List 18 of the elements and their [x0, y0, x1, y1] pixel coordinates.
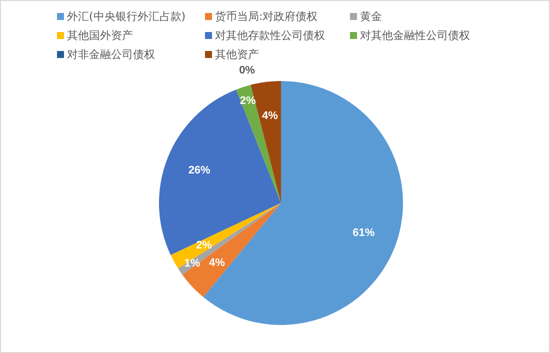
pie-slice [182, 203, 281, 298]
data-label: 26% [188, 164, 211, 177]
legend-label: 外汇(中央银行外汇占款) [67, 9, 186, 24]
data-label: 4% [262, 110, 278, 122]
legend-label: 其他国外资产 [67, 28, 133, 43]
pie-slice [159, 90, 281, 255]
data-label: 2% [240, 94, 256, 107]
legend-label: 对其他存款性公司债权 [215, 28, 325, 43]
legend-label: 黄金 [360, 9, 382, 24]
text: 0% [239, 64, 255, 77]
legend-label: 对非金融公司债权 [67, 47, 155, 62]
legend-label: 其他资产 [215, 47, 259, 62]
data-label: 4% [209, 257, 226, 270]
data-label: 2% [196, 239, 212, 252]
legend-label: 货币当局:对政府债权 [215, 9, 318, 24]
pie-slice [236, 84, 281, 203]
data-label: 61% [352, 226, 375, 239]
legend-label: 对其他金融性公司债权 [360, 28, 470, 43]
